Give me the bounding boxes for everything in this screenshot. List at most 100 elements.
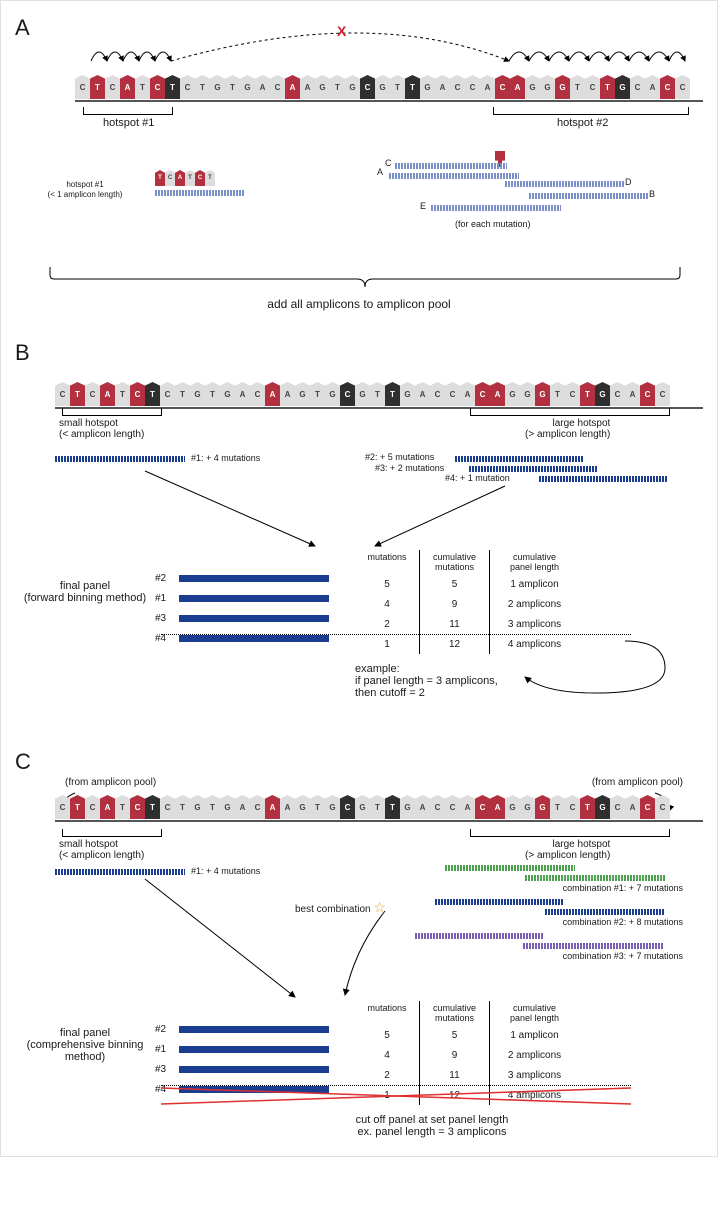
nucleotide: C [85, 795, 100, 819]
nucleotide: A [235, 382, 250, 406]
nucleotide: G [220, 382, 235, 406]
nucleotide: T [330, 75, 345, 99]
amp-b2 [455, 456, 583, 462]
panel-letter-b: B [15, 340, 703, 366]
table-header: cumulative mutations [419, 1001, 489, 1025]
amp-b1 [55, 456, 185, 462]
label-large-c: large hotspot (> amplicon length) [525, 839, 610, 861]
nucleotide: A [480, 75, 495, 99]
nucleotide: C [585, 75, 600, 99]
amp-d [505, 181, 625, 187]
nucleotide: C [495, 75, 510, 99]
nucleotide: C [340, 382, 355, 406]
nucleotide: G [505, 382, 520, 406]
nucleotide: A [435, 75, 450, 99]
bar [179, 615, 329, 622]
nucleotide: G [210, 75, 225, 99]
nucleotide: A [625, 795, 640, 819]
table-header: mutations [355, 550, 419, 574]
amp-b [529, 193, 649, 199]
nucleotide: C [475, 795, 490, 819]
nucleotide: A [280, 795, 295, 819]
table-header: cumulative panel length [489, 1001, 579, 1025]
label-final-c: final panel (comprehensive binning metho… [15, 1001, 155, 1105]
label-amp-b2: #2: + 5 mutations [365, 452, 434, 462]
table-cell: 1 [355, 634, 419, 654]
nucleotide: G [505, 795, 520, 819]
nucleotide: C [270, 75, 285, 99]
table-header: cumulative panel length [489, 550, 579, 574]
nucleotide: T [165, 75, 180, 99]
bracket-large-c [470, 829, 670, 837]
mini-nucleotide: T [155, 170, 165, 186]
sequence-c: CTCATCTCTGTGACAAGTGCGTTGACCACAGGGTCTGCAC… [55, 795, 703, 819]
nucleotide: A [100, 382, 115, 406]
bar [179, 1066, 329, 1073]
nucleotide: C [180, 75, 195, 99]
amp-e [431, 205, 561, 211]
nucleotide: C [55, 382, 70, 406]
nucleotide: G [375, 75, 390, 99]
nucleotide: C [445, 382, 460, 406]
table-cell: 3 amplicons [489, 1065, 579, 1085]
nucleotide: G [190, 795, 205, 819]
nucleotide: T [115, 382, 130, 406]
nucleotide: C [610, 382, 625, 406]
bracket-hotspot1 [83, 107, 173, 115]
nucleotide: A [510, 75, 525, 99]
nucleotide: A [490, 795, 505, 819]
big-brace [45, 265, 685, 289]
nucleotide: G [345, 75, 360, 99]
nucleotide: T [550, 382, 565, 406]
nucleotide: C [450, 75, 465, 99]
bracket-small-b [62, 408, 162, 416]
nucleotide: G [595, 382, 610, 406]
nucleotide: G [525, 75, 540, 99]
table-cell: 4 [355, 1045, 419, 1065]
label-hotspot1: hotspot #1 [103, 117, 154, 129]
bar [179, 595, 329, 602]
nucleotide: T [405, 75, 420, 99]
table-header: mutations [355, 1001, 419, 1025]
nucleotide: C [640, 382, 655, 406]
nucleotide: T [310, 795, 325, 819]
bar [179, 1026, 329, 1033]
table-cell: 9 [419, 594, 489, 614]
nucleotide: T [90, 75, 105, 99]
mini-nucleotide: T [185, 170, 195, 186]
table-cell: 2 [355, 1065, 419, 1085]
nucleotide: T [135, 75, 150, 99]
nucleotide: T [385, 382, 400, 406]
nucleotide: G [240, 75, 255, 99]
bar-id: #3 [155, 613, 179, 624]
table-cell: 9 [419, 1045, 489, 1065]
arrows-b [15, 466, 695, 556]
nucleotide: G [540, 75, 555, 99]
bracket-large-b [470, 408, 670, 416]
nucleotide: C [250, 382, 265, 406]
arc-arrows [69, 25, 709, 65]
nucleotide: G [535, 795, 550, 819]
nucleotide: A [265, 382, 280, 406]
nucleotide: G [295, 795, 310, 819]
table-cell: 2 [355, 614, 419, 634]
arrows-c [15, 869, 695, 1019]
bar-id: #2 [155, 573, 179, 584]
nucleotide: T [205, 795, 220, 819]
nucleotide: G [295, 382, 310, 406]
nucleotide: A [415, 795, 430, 819]
amp-c [395, 163, 507, 169]
nucleotide: C [475, 382, 490, 406]
nucleotide: C [340, 795, 355, 819]
nucleotide: G [355, 795, 370, 819]
sequence-b: CTCATCTCTGTGACAAGTGCGTTGACCACAGGGTCTGCAC… [55, 382, 703, 406]
nucleotide: C [150, 75, 165, 99]
nucleotide: C [55, 795, 70, 819]
nucleotide: T [70, 382, 85, 406]
nucleotide: G [595, 795, 610, 819]
bar [179, 1046, 329, 1053]
nucleotide: A [460, 795, 475, 819]
bracket-hotspot2 [493, 107, 689, 115]
mini-nucleotide: C [165, 170, 175, 186]
nucleotide: C [655, 382, 670, 406]
